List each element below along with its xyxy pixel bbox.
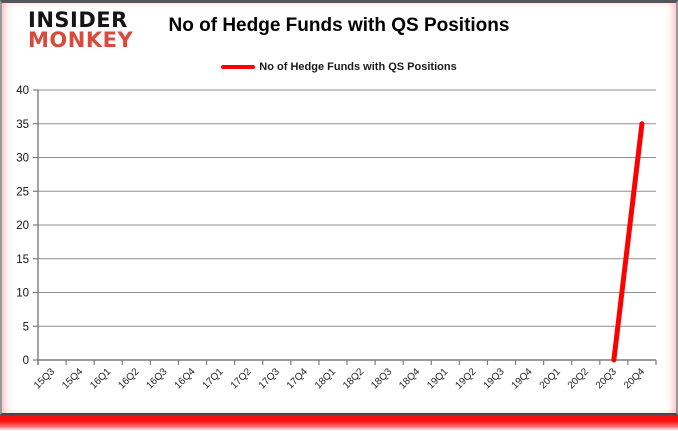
svg-text:20Q4: 20Q4 [622,366,647,391]
legend-line-swatch [221,65,256,69]
legend: No of Hedge Funds with QS Positions [2,61,676,73]
chart-content: INSIDER MONKEY No of Hedge Funds with QS… [0,0,678,415]
svg-text:10: 10 [16,288,29,300]
logo-monkey-text: MONKEY [28,28,134,52]
svg-text:17Q3: 17Q3 [257,366,282,391]
svg-text:16Q1: 16Q1 [88,366,113,391]
svg-text:18Q4: 18Q4 [397,366,422,391]
svg-text:40: 40 [16,85,29,97]
svg-text:18Q2: 18Q2 [341,366,366,391]
svg-text:20: 20 [16,220,29,232]
svg-text:20Q1: 20Q1 [538,366,563,391]
logo-insider-text: INSIDER [28,8,128,32]
bottom-red-bar [0,415,678,431]
svg-text:18Q3: 18Q3 [369,366,394,391]
line-chart: 0 5 10 15 20 25 30 35 40 15Q3 15Q4 16Q1 16Q2 16Q3 16Q4… [16,85,657,391]
svg-text:19Q4: 19Q4 [510,366,535,391]
svg-text:5: 5 [23,321,29,333]
svg-text:15: 15 [16,254,29,266]
svg-text:16Q4: 16Q4 [173,366,198,391]
insider-monkey-logo: INSIDER MONKEY [28,8,134,52]
svg-text:19Q3: 19Q3 [482,366,507,391]
legend-label: No of Hedge Funds with QS Positions [259,61,457,73]
svg-text:15Q4: 15Q4 [60,366,85,391]
svg-text:16Q3: 16Q3 [144,366,169,391]
svg-text:35: 35 [16,119,29,131]
svg-text:15Q3: 15Q3 [32,366,57,391]
svg-text:18Q1: 18Q1 [313,366,338,391]
svg-text:0: 0 [23,355,29,367]
svg-text:19Q1: 19Q1 [425,366,450,391]
chart-title: No of Hedge Funds with QS Positions [168,15,510,36]
svg-text:16Q2: 16Q2 [116,366,141,391]
svg-text:17Q1: 17Q1 [201,366,226,391]
svg-text:30: 30 [16,153,29,165]
svg-text:17Q4: 17Q4 [285,366,310,391]
svg-text:17Q2: 17Q2 [229,366,254,391]
svg-text:20Q3: 20Q3 [594,366,619,391]
svg-text:20Q2: 20Q2 [566,366,591,391]
svg-text:25: 25 [16,186,29,198]
svg-text:19Q2: 19Q2 [453,366,478,391]
